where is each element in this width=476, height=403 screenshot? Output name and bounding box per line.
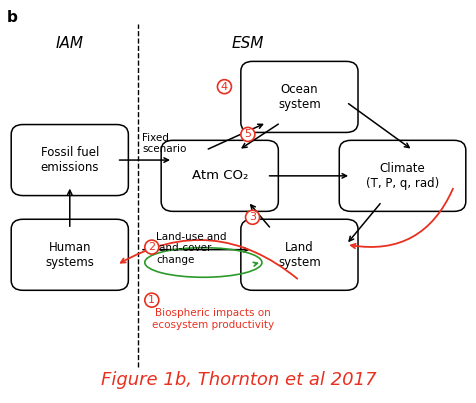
Text: IAM: IAM — [56, 36, 84, 51]
Text: Human
systems: Human systems — [45, 241, 94, 269]
Text: Fossil fuel
emissions: Fossil fuel emissions — [40, 146, 99, 174]
Text: 1: 1 — [148, 295, 155, 305]
Text: Land
system: Land system — [278, 241, 320, 269]
Text: Biospheric impacts on
ecosystem productivity: Biospheric impacts on ecosystem producti… — [151, 308, 273, 330]
FancyBboxPatch shape — [240, 219, 357, 290]
Text: 5: 5 — [244, 129, 251, 139]
FancyBboxPatch shape — [240, 61, 357, 133]
Text: Atm CO₂: Atm CO₂ — [191, 169, 248, 182]
Text: Land-use and
land-cover
change: Land-use and land-cover change — [156, 232, 227, 265]
Text: Ocean
system: Ocean system — [278, 83, 320, 111]
FancyBboxPatch shape — [11, 219, 128, 290]
FancyBboxPatch shape — [338, 140, 465, 211]
Text: 2: 2 — [148, 242, 155, 252]
FancyBboxPatch shape — [11, 125, 128, 195]
Text: b: b — [7, 10, 17, 25]
Text: Figure 1b, Thornton et al 2017: Figure 1b, Thornton et al 2017 — [100, 371, 376, 389]
Text: 4: 4 — [220, 82, 228, 91]
FancyBboxPatch shape — [161, 140, 278, 211]
Text: Climate
(T, P, q, rad): Climate (T, P, q, rad) — [365, 162, 438, 190]
Text: Fixed
scenario: Fixed scenario — [142, 133, 187, 154]
Text: ESM: ESM — [231, 36, 264, 51]
Text: 3: 3 — [248, 212, 256, 222]
